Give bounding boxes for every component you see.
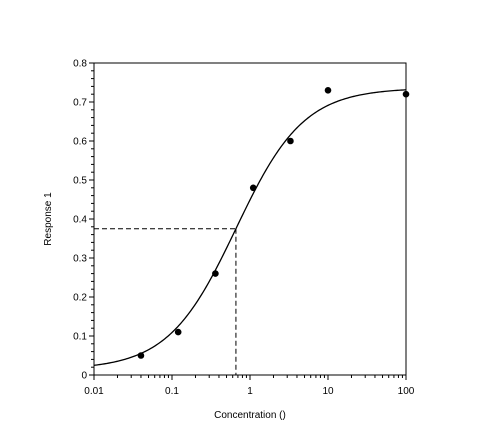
x-axis: 0.01 0.1 1 10 100 [84,375,415,397]
y-tick-label: 0.5 [73,176,87,187]
data-point [174,328,182,336]
data-point [402,90,410,98]
y-tick-label: 0.1 [73,332,87,343]
y-tick-label: 0.2 [73,293,87,304]
ec50-guides [94,228,237,375]
data-point [324,87,332,94]
x-tick-label: 1 [247,386,253,397]
x-tick-label: 0.1 [165,386,179,397]
y-axis-label: Response 1 [43,192,54,246]
y-tick-label: 0.7 [73,98,87,109]
y-axis: 0 0.1 0.2 0.3 0.4 0.5 0.6 0.7 0.8 [73,59,94,382]
y-tick-label: 0.8 [73,59,87,70]
x-tick-label: 10 [322,386,334,397]
y-tick-label: 0 [81,371,87,382]
data-point [137,352,145,359]
data-points [137,87,410,359]
data-point [212,270,219,277]
y-tick-label: 0.4 [73,215,87,226]
x-tick-label: 0.01 [84,386,104,397]
y-tick-label: 0.3 [73,254,87,265]
fitted-curve [93,89,407,366]
x-tick-label: 100 [398,386,415,397]
plot-frame [93,62,407,376]
plot-area: 0 0.1 0.2 0.3 0.4 0.5 0.6 0.7 0.8 0.01 0.1 1 10 100 [73,59,415,398]
data-point [287,137,294,145]
y-tick-label: 0.6 [73,137,87,148]
data-point [249,184,257,192]
x-axis-label: Concentration () [214,410,286,421]
